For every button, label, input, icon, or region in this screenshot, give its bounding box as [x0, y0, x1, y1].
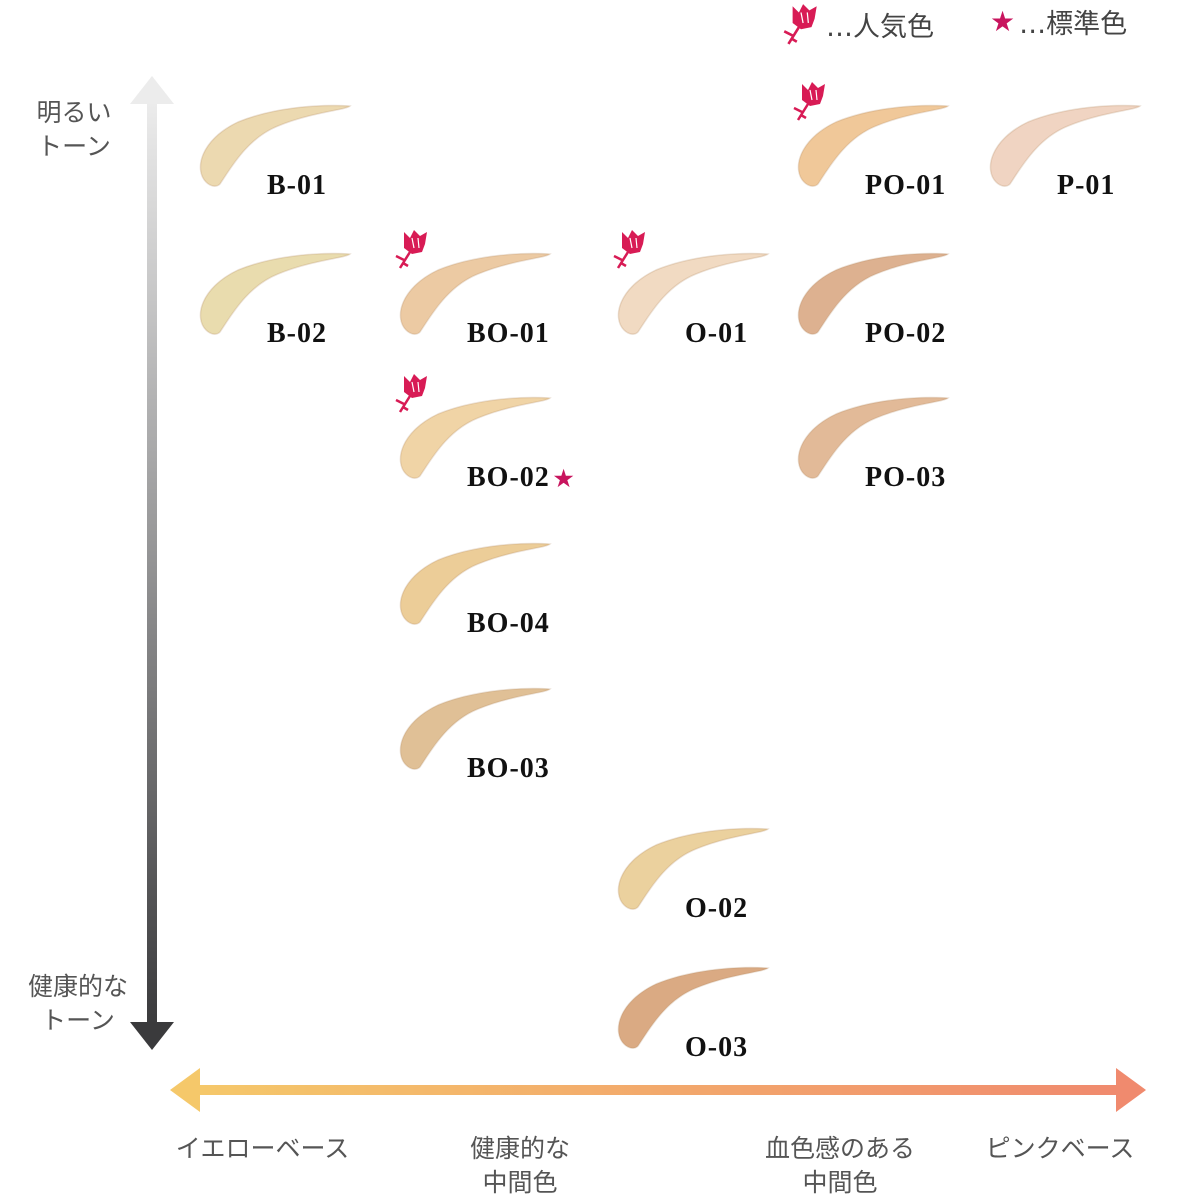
shade-swatch-po-01: [790, 100, 950, 190]
legend-standard-label: …標準色: [1019, 9, 1128, 40]
shade-name: BO-04: [467, 608, 550, 639]
shade-swatch-bo-03: [392, 683, 552, 773]
shade-name: BO-01: [467, 318, 550, 349]
x-label-line: イエローベース: [175, 1134, 350, 1163]
shade-label: BO-01: [467, 318, 550, 350]
shade-label: B-02: [267, 318, 327, 350]
shade-label: BO-02 ★: [467, 462, 575, 494]
shade-name: PO-03: [865, 462, 947, 493]
x-label-line: ピンクベース: [985, 1134, 1135, 1163]
star-icon: ★: [990, 5, 1016, 38]
x-label-healthy-neutral: 健康的な 中間色: [440, 1132, 600, 1200]
shade-swatch-bo-01: [392, 248, 552, 338]
shade-swatch-bo-04: [392, 538, 552, 628]
x-label-line: 中間色: [802, 1168, 878, 1197]
shade-name: PO-02: [865, 318, 947, 349]
rose-icon: [792, 80, 828, 122]
shade-label: O-03: [685, 1032, 748, 1064]
shade-swatch-b-01: [192, 100, 352, 190]
legend-popular-label: …人気色: [826, 11, 934, 43]
shade-name: BO-03: [467, 753, 550, 784]
y-bottom-line1: 健康的な: [27, 972, 128, 1001]
shade-name: P-01: [1057, 170, 1116, 201]
shade-name: O-02: [685, 893, 749, 924]
x-label-line: 血色感のある: [764, 1134, 915, 1163]
shade-name: B-01: [267, 170, 327, 201]
x-label-yellow-base: イエローベース: [160, 1132, 365, 1166]
shade-swatch-o-01: [610, 248, 770, 338]
shade-name: B-02: [267, 318, 327, 349]
legend-popular: …人気色: [780, 2, 934, 46]
shade-label: BO-03: [467, 753, 550, 785]
y-top-line1: 明るい: [36, 98, 112, 127]
x-label-pink-base: ピンクベース: [970, 1132, 1150, 1166]
y-axis-bottom-label: 健康的な トーン: [18, 970, 138, 1038]
shade-label: PO-03: [865, 462, 946, 494]
rose-icon: [394, 372, 430, 414]
shade-label: B-01: [267, 170, 327, 202]
shade-swatch-p-01: [982, 100, 1142, 190]
rose-icon: [394, 228, 430, 270]
shade-swatch-bo-02: [392, 392, 552, 482]
shade-label: P-01: [1057, 170, 1115, 202]
shade-swatch-o-03: [610, 962, 770, 1052]
shade-label: O-01: [685, 318, 748, 350]
star-icon: ★: [553, 466, 575, 491]
shade-name: BO-02: [467, 462, 550, 493]
x-label-line: 健康的な: [469, 1134, 570, 1163]
legend-standard: ★ …標準色: [990, 2, 1127, 41]
y-top-line2: トーン: [37, 132, 111, 161]
shade-swatch-po-03: [790, 392, 950, 482]
shade-label: PO-01: [865, 170, 946, 202]
shade-label: O-02: [685, 893, 748, 925]
shade-label: BO-04: [467, 608, 550, 640]
x-label-line: 中間色: [482, 1168, 558, 1197]
shade-label: PO-02: [865, 318, 946, 350]
y-axis-top-label: 明るい トーン: [18, 96, 130, 164]
shade-swatch-o-02: [610, 823, 770, 913]
rose-icon: [783, 4, 817, 45]
shade-name: O-01: [685, 318, 749, 349]
rose-icon: [612, 228, 648, 270]
shade-name: O-03: [685, 1032, 749, 1063]
x-label-rosy-neutral: 血色感のある 中間色: [740, 1132, 940, 1200]
y-axis-arrow: [130, 76, 174, 1050]
x-axis-arrow: [170, 1068, 1146, 1112]
shade-swatch-b-02: [192, 248, 352, 338]
shade-name: PO-01: [865, 170, 947, 201]
y-bottom-line2: トーン: [41, 1006, 115, 1035]
shade-swatch-po-02: [790, 248, 950, 338]
